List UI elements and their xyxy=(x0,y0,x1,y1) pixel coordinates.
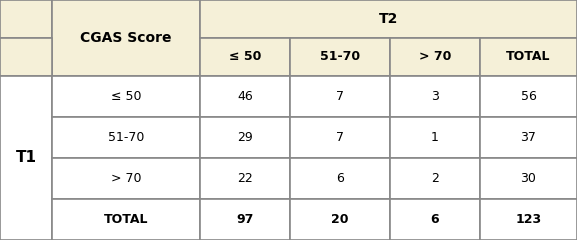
Bar xyxy=(0,0,52,38)
Bar xyxy=(390,38,480,76)
Bar xyxy=(0,76,52,240)
Bar xyxy=(290,199,390,240)
Text: ≤ 50: ≤ 50 xyxy=(229,50,261,64)
Text: 7: 7 xyxy=(336,90,344,103)
Bar xyxy=(480,38,577,76)
Text: 1: 1 xyxy=(431,131,439,144)
Text: 29: 29 xyxy=(237,131,253,144)
Text: T1: T1 xyxy=(16,150,36,166)
Bar xyxy=(290,38,390,76)
Bar xyxy=(52,76,200,117)
Text: > 70: > 70 xyxy=(111,172,141,185)
Text: TOTAL: TOTAL xyxy=(104,213,148,226)
Bar xyxy=(52,117,200,158)
Text: CGAS Score: CGAS Score xyxy=(80,31,172,45)
Bar xyxy=(290,76,390,117)
Bar xyxy=(200,199,290,240)
Bar xyxy=(200,117,290,158)
Text: 46: 46 xyxy=(237,90,253,103)
Text: 3: 3 xyxy=(431,90,439,103)
Bar xyxy=(200,38,290,76)
Text: 6: 6 xyxy=(430,213,439,226)
Text: 97: 97 xyxy=(237,213,254,226)
Text: T2: T2 xyxy=(379,12,398,26)
Bar xyxy=(290,158,390,199)
Bar xyxy=(52,158,200,199)
Text: 37: 37 xyxy=(520,131,537,144)
Text: 51-70: 51-70 xyxy=(320,50,360,64)
Bar xyxy=(480,199,577,240)
Text: > 70: > 70 xyxy=(419,50,451,64)
Text: 20: 20 xyxy=(331,213,349,226)
Bar xyxy=(390,76,480,117)
Text: 7: 7 xyxy=(336,131,344,144)
Bar xyxy=(200,158,290,199)
Bar xyxy=(390,158,480,199)
Bar xyxy=(390,117,480,158)
Bar xyxy=(480,117,577,158)
Text: 2: 2 xyxy=(431,172,439,185)
Bar xyxy=(200,76,290,117)
Text: 30: 30 xyxy=(520,172,537,185)
Text: ≤ 50: ≤ 50 xyxy=(111,90,141,103)
Bar xyxy=(390,199,480,240)
Bar xyxy=(480,158,577,199)
Bar xyxy=(52,0,200,76)
Bar xyxy=(480,76,577,117)
Bar xyxy=(52,199,200,240)
Text: 56: 56 xyxy=(520,90,537,103)
Text: 22: 22 xyxy=(237,172,253,185)
Bar xyxy=(0,38,52,76)
Bar xyxy=(290,117,390,158)
Text: 6: 6 xyxy=(336,172,344,185)
Text: TOTAL: TOTAL xyxy=(506,50,551,64)
Bar xyxy=(200,0,577,38)
Text: 51-70: 51-70 xyxy=(108,131,144,144)
Text: 123: 123 xyxy=(515,213,542,226)
